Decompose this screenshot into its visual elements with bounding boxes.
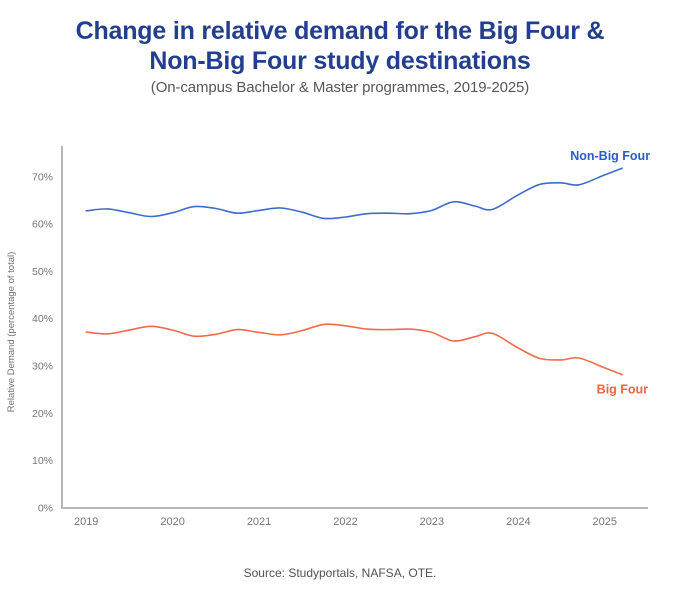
y-axis-tick-label: 0% bbox=[38, 503, 53, 515]
source-note: Source: Studyportals, NAFSA, OTE. bbox=[243, 566, 437, 580]
big-four-series-label: Big Four bbox=[597, 383, 649, 397]
big-four-line bbox=[85, 323, 623, 376]
y-axis-tick-label: 70% bbox=[32, 171, 53, 183]
x-axis-tick-label: 2021 bbox=[247, 516, 271, 528]
y-axis-tick-label: 40% bbox=[32, 313, 53, 325]
y-axis-tick-label: 20% bbox=[32, 408, 53, 420]
chart-subtitle: (On-campus Bachelor & Master programmes,… bbox=[150, 79, 530, 96]
y-axis-tick-label: 50% bbox=[32, 266, 53, 278]
non-big-four-series-label: Non-Big Four bbox=[570, 149, 650, 163]
x-axis-tick-label: 2020 bbox=[160, 516, 184, 528]
non-big-four-line bbox=[85, 167, 623, 220]
y-axis-tick-label: 60% bbox=[32, 219, 53, 231]
chart-title-line-2: Non-Big Four study destinations bbox=[149, 47, 531, 75]
chart-title: Change in relative demand for the Big Fo… bbox=[0, 16, 680, 76]
x-axis-tick-label: 2019 bbox=[74, 516, 98, 528]
y-axis-title: Relative Demand (percentage of total) bbox=[6, 252, 17, 413]
x-axis-tick-label: 2025 bbox=[593, 516, 617, 528]
x-axis-tick-label: 2024 bbox=[506, 516, 530, 528]
x-axis-tick-label: 2022 bbox=[333, 516, 357, 528]
y-axis-tick-label: 10% bbox=[32, 455, 53, 467]
x-axis-tick-label: 2023 bbox=[420, 516, 444, 528]
axis-lines bbox=[61, 146, 648, 509]
chart-title-line-1: Change in relative demand for the Big Fo… bbox=[75, 17, 605, 45]
line-chart: 0% 10% 20% 30% 40% 50% 60% 70% 2019 2020 2021 2022 2… bbox=[6, 146, 650, 528]
y-axis-tick-label: 30% bbox=[32, 361, 53, 373]
